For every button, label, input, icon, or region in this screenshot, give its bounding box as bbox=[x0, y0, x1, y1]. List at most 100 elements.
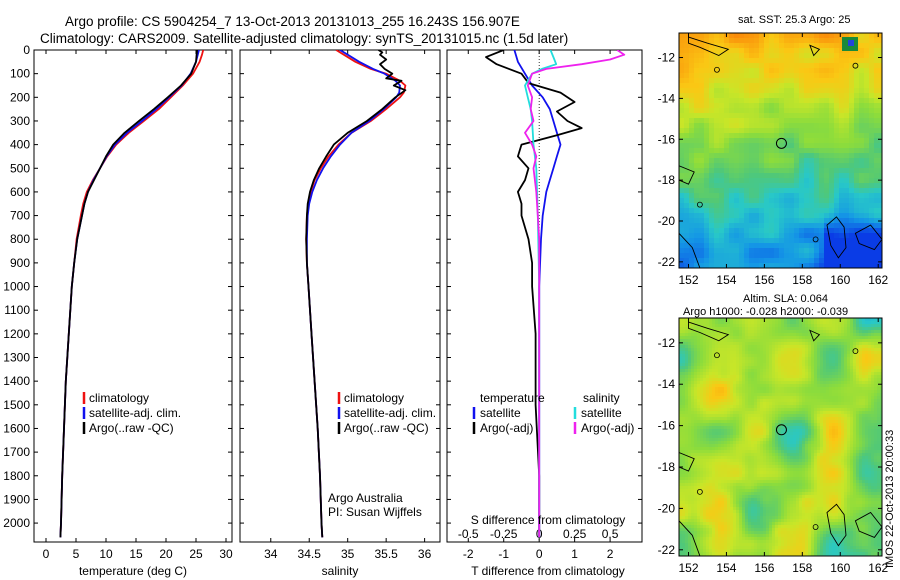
heatmap-cell bbox=[799, 168, 805, 174]
heatmap-cell bbox=[835, 321, 839, 325]
heatmap-cell bbox=[834, 73, 840, 79]
heatmap-cell bbox=[796, 321, 800, 325]
heatmap-cell bbox=[727, 360, 731, 364]
heatmap-cell bbox=[766, 423, 770, 427]
heatmap-cell bbox=[704, 143, 710, 149]
heatmap-cell bbox=[796, 378, 800, 382]
heatmap-cell bbox=[742, 405, 746, 409]
heatmap-cell bbox=[849, 208, 855, 214]
heatmap-cell bbox=[808, 408, 812, 412]
heatmap-cell bbox=[829, 366, 833, 370]
heatmap-cell bbox=[879, 43, 882, 49]
heatmap-cell bbox=[714, 78, 720, 84]
heatmap-cell bbox=[817, 435, 821, 439]
heatmap-cell bbox=[754, 113, 760, 119]
heatmap-cell bbox=[749, 238, 755, 244]
heatmap-cell bbox=[790, 393, 794, 397]
heatmap-cell bbox=[763, 432, 767, 436]
heatmap-cell bbox=[709, 387, 713, 391]
heatmap-cell bbox=[824, 78, 830, 84]
heatmap-cell bbox=[685, 354, 689, 358]
heatmap-cell bbox=[814, 148, 820, 154]
heatmap-cell bbox=[699, 228, 705, 234]
heatmap-cell bbox=[874, 441, 878, 445]
heatmap-cell bbox=[718, 435, 722, 439]
heatmap-cell bbox=[796, 366, 800, 370]
heatmap-cell bbox=[712, 375, 716, 379]
heatmap-cell bbox=[709, 345, 713, 349]
heatmap-cell bbox=[799, 348, 803, 352]
heatmap-cell bbox=[734, 58, 740, 64]
heatmap-cell bbox=[744, 48, 750, 54]
heatmap-cell bbox=[759, 213, 765, 219]
heatmap-cell bbox=[839, 78, 845, 84]
heatmap-cell bbox=[742, 408, 746, 412]
heatmap-cell bbox=[808, 387, 812, 391]
heatmap-cell bbox=[879, 233, 882, 239]
heatmap-cell bbox=[849, 133, 855, 139]
heatmap-cell bbox=[790, 378, 794, 382]
heatmap-cell bbox=[703, 438, 707, 442]
heatmap-cell bbox=[799, 435, 803, 439]
heatmap-cell bbox=[751, 423, 755, 427]
heatmap-cell bbox=[814, 88, 820, 94]
heatmap-cell bbox=[865, 423, 869, 427]
heatmap-cell bbox=[862, 345, 866, 349]
heatmap-cell bbox=[879, 53, 882, 59]
heatmap-cell bbox=[849, 68, 855, 74]
heatmap-cell bbox=[685, 435, 689, 439]
land-mask-patch bbox=[848, 40, 854, 46]
heatmap-cell bbox=[808, 423, 812, 427]
heatmap-cell bbox=[778, 327, 782, 331]
heatmap-cell bbox=[774, 213, 780, 219]
heatmap-cell bbox=[850, 369, 854, 373]
heatmap-cell bbox=[829, 354, 833, 358]
heatmap-cell bbox=[781, 432, 785, 436]
heatmap-cell bbox=[854, 263, 860, 268]
heatmap-cell bbox=[749, 133, 755, 139]
heatmap-cell bbox=[709, 218, 715, 224]
heatmap-cell bbox=[763, 399, 767, 403]
heatmap-cell bbox=[844, 148, 850, 154]
heatmap-cell bbox=[804, 183, 810, 189]
heatmap-cell bbox=[799, 444, 803, 448]
heatmap-cell bbox=[694, 432, 698, 436]
heatmap-cell bbox=[871, 399, 875, 403]
heatmap-cell bbox=[787, 381, 791, 385]
heatmap-cell bbox=[859, 248, 865, 254]
heatmap-cell bbox=[775, 363, 779, 367]
heatmap-cell bbox=[779, 138, 785, 144]
heatmap-cell bbox=[721, 417, 725, 421]
heatmap-cell bbox=[832, 420, 836, 424]
heatmap-cell bbox=[685, 411, 689, 415]
heatmap-cell bbox=[856, 381, 860, 385]
heatmap-cell bbox=[869, 98, 875, 104]
heatmap-cell bbox=[748, 432, 752, 436]
heatmap-cell bbox=[733, 375, 737, 379]
heatmap-cell bbox=[814, 336, 818, 340]
heatmap-cell bbox=[759, 38, 765, 44]
heatmap-cell bbox=[784, 148, 790, 154]
heatmap-cell bbox=[769, 441, 773, 445]
heatmap-cell bbox=[764, 248, 770, 254]
heatmap-cell bbox=[868, 426, 872, 430]
heatmap-cell bbox=[850, 387, 854, 391]
heatmap-cell bbox=[841, 330, 845, 334]
heatmap-cell bbox=[718, 441, 722, 445]
heatmap-cell bbox=[759, 198, 765, 204]
heatmap-cell bbox=[684, 83, 690, 89]
heatmap-cell bbox=[799, 248, 805, 254]
heatmap-cell bbox=[700, 444, 704, 448]
heatmap-cell bbox=[744, 193, 750, 199]
heatmap-cell bbox=[775, 396, 779, 400]
heatmap-cell bbox=[829, 435, 833, 439]
heatmap-cell bbox=[879, 173, 882, 179]
heatmap-cell bbox=[739, 53, 745, 59]
heatmap-cell bbox=[790, 342, 794, 346]
heatmap-cell bbox=[718, 393, 722, 397]
heatmap-cell bbox=[682, 405, 686, 409]
heatmap-cell bbox=[757, 381, 761, 385]
heatmap-cell bbox=[864, 103, 870, 109]
heatmap-cell bbox=[778, 447, 782, 451]
heatmap-cell bbox=[790, 399, 794, 403]
